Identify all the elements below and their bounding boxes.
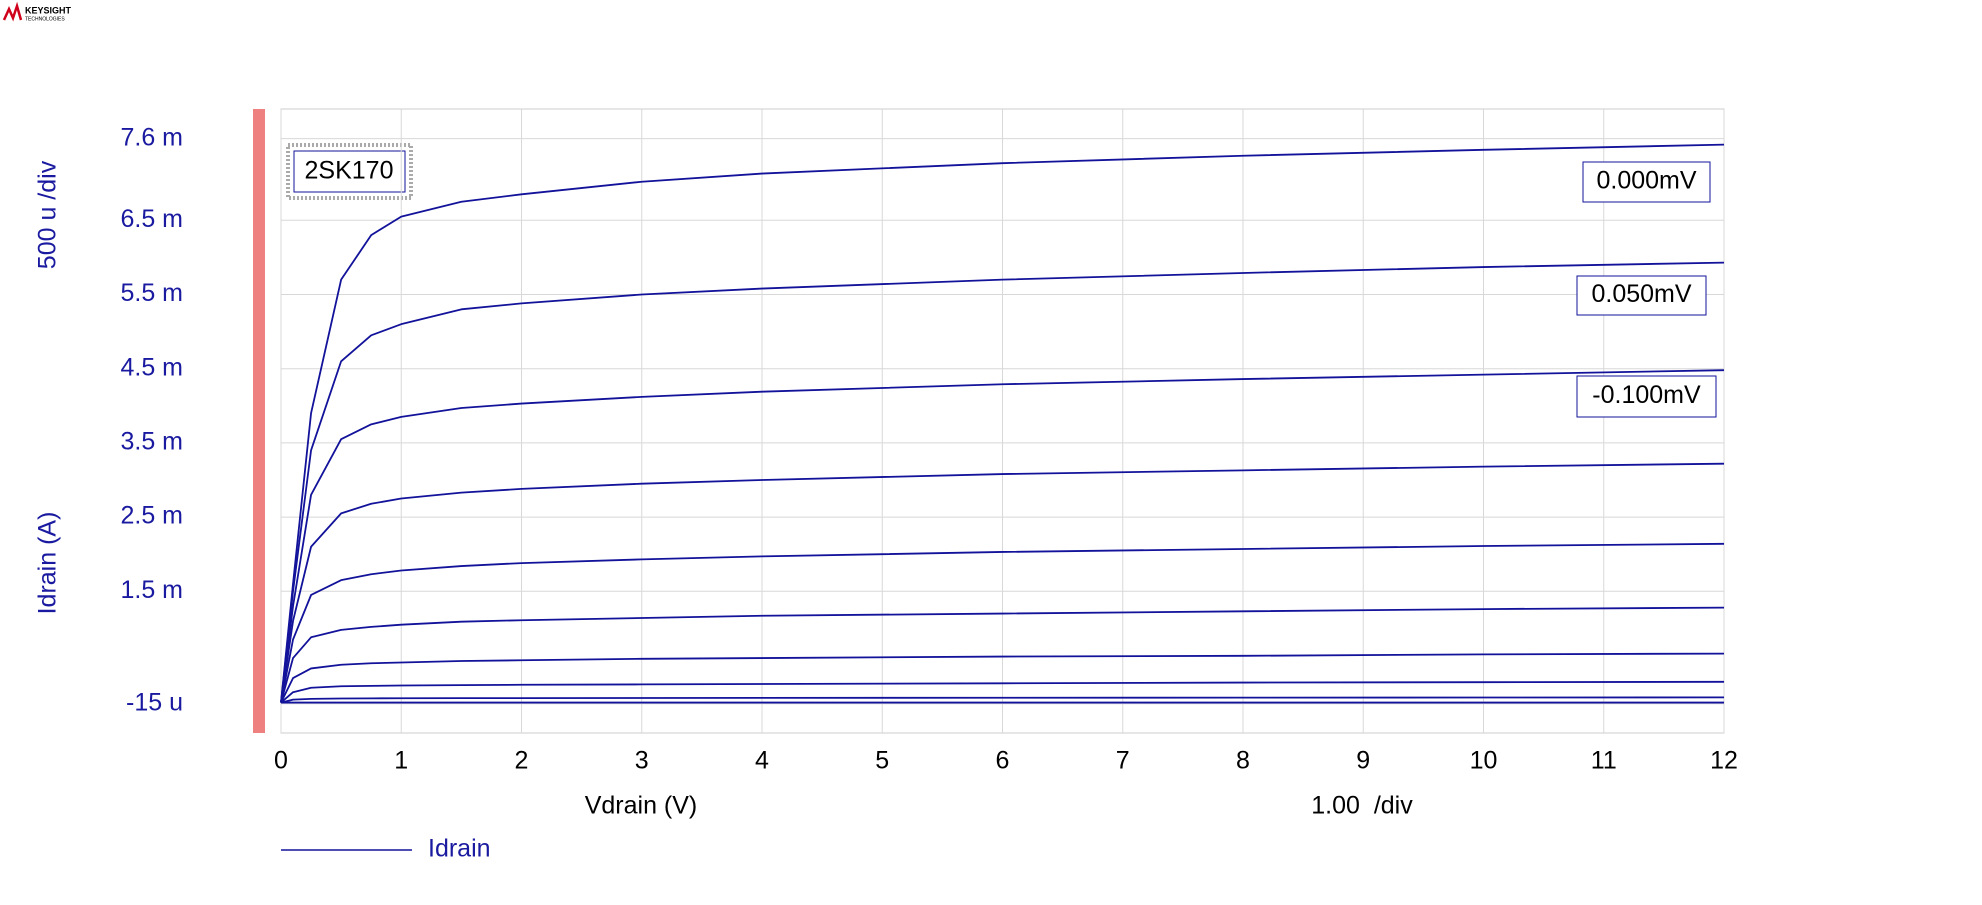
logo: KEYSIGHT TECHNOLOGIES — [2, 1, 72, 22]
annotation-box — [1576, 375, 1717, 418]
brand-tagline: TECHNOLOGIES — [25, 16, 65, 22]
grid — [280, 109, 1725, 733]
y-tick-label: 3.5 m — [120, 427, 183, 455]
side-bar — [253, 109, 265, 733]
x-tick-label: 3 — [635, 747, 649, 775]
series-line — [280, 369, 1725, 703]
y-scale-label: 500 u /div — [34, 160, 62, 269]
x-tick-label: 11 — [1591, 747, 1617, 775]
annotation: 0.000mV — [1596, 167, 1696, 195]
x-tick-label: 1 — [394, 747, 408, 775]
series-line — [280, 143, 1725, 703]
x-tick-label: 4 — [755, 747, 769, 775]
legend-label: Idrain — [428, 835, 491, 863]
chart-title: 2SK170 — [305, 157, 394, 185]
x-tick-label: 10 — [1470, 747, 1498, 775]
series-line — [280, 696, 1725, 704]
logo-mark — [2, 1, 23, 22]
annotation: 0.050mV — [1591, 280, 1691, 308]
x-tick-label: 9 — [1356, 747, 1370, 775]
y-tick-label: 6.5 m — [120, 205, 183, 233]
x-tick-label: 5 — [875, 747, 889, 775]
series-line — [280, 680, 1725, 704]
x-scale-label: 1.00 /div — [1311, 792, 1413, 820]
y-tick-label: 5.5 m — [120, 279, 183, 307]
y-tick-label: 4.5 m — [120, 353, 183, 381]
x-tick-label: 6 — [996, 747, 1010, 775]
series-line — [280, 606, 1725, 703]
title-frame — [286, 143, 413, 200]
y-tick-label: 7.6 m — [120, 123, 183, 151]
y-axis-label: Idrain (A) — [34, 512, 62, 615]
x-tick-label: 12 — [1710, 747, 1738, 775]
y-tick-label: -15 u — [126, 688, 183, 716]
annotation-box — [1582, 161, 1711, 203]
annotation-box — [1576, 275, 1707, 316]
y-tick-label: 2.5 m — [120, 502, 183, 530]
brand-name: KEYSIGHT — [25, 5, 72, 15]
x-tick-label: 2 — [515, 747, 529, 775]
series-line — [280, 261, 1725, 703]
title-box — [293, 150, 406, 193]
x-axis-label: Vdrain (V) — [585, 792, 698, 820]
series-line — [280, 542, 1725, 703]
x-tick-label: 8 — [1236, 747, 1250, 775]
y-tick-label: 1.5 m — [120, 576, 183, 604]
annotation: -0.100mV — [1592, 381, 1701, 409]
x-tick-label: 7 — [1116, 747, 1130, 775]
series-line — [280, 652, 1725, 703]
series-line — [280, 462, 1725, 703]
x-tick-label: 0 — [274, 747, 288, 775]
